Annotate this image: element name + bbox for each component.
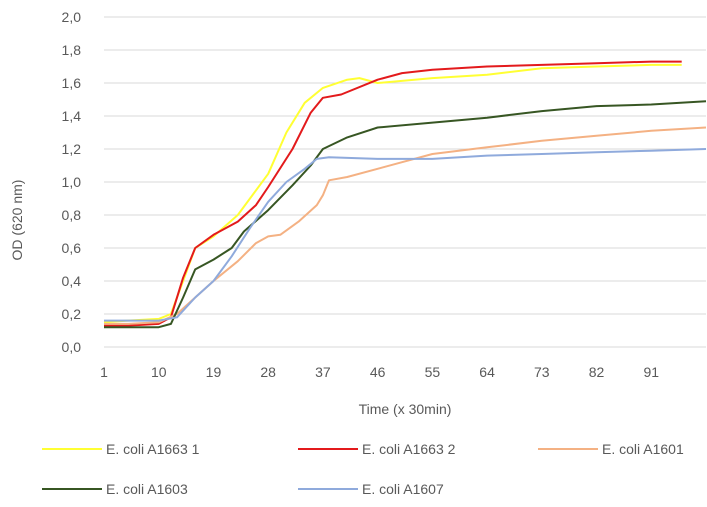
y-tick-label: 1,8 xyxy=(62,42,82,58)
y-axis-tick-labels: 0,0 0,2 0,4 0,6 0,8 1,0 1,2 1,4 1,6 1,8 2,0 xyxy=(62,9,82,355)
y-tick-label: 1,6 xyxy=(62,75,82,91)
x-tick-label: 1 xyxy=(100,364,108,380)
y-axis-label: OD (620 nm) xyxy=(9,180,25,261)
legend-item: E. coli A1663 2 xyxy=(298,441,456,457)
y-tick-label: 0,8 xyxy=(62,207,82,223)
y-tick-label: 0,0 xyxy=(62,339,82,355)
x-axis-tick-labels: 1 10 19 28 37 46 55 64 73 82 91 xyxy=(100,364,659,380)
x-tick-label: 37 xyxy=(315,364,331,380)
x-tick-label: 64 xyxy=(479,364,495,380)
y-tick-label: 0,2 xyxy=(62,306,82,322)
series-line-4 xyxy=(104,100,707,329)
y-tick-label: 0,6 xyxy=(62,240,82,256)
x-tick-label: 73 xyxy=(534,364,550,380)
legend-item: E. coli A1603 xyxy=(42,481,188,497)
y-tick-label: 0,4 xyxy=(62,273,82,289)
series-line-1 xyxy=(103,63,682,324)
legend-label: E. coli A1603 xyxy=(106,481,188,497)
series-line-3 xyxy=(104,126,707,325)
x-tick-label: 46 xyxy=(370,364,386,380)
series-line-2 xyxy=(104,60,682,327)
y-tick-label: 1,0 xyxy=(62,174,82,190)
legend-item: E. coli A1663 1 xyxy=(42,441,200,457)
series-lines xyxy=(103,60,707,329)
legend: E. coli A1663 1 E. coli A1663 2 E. coli A1… xyxy=(42,441,684,497)
y-tick-label: 2,0 xyxy=(62,9,82,25)
legend-label: E. coli A1607 xyxy=(362,481,444,497)
series-line-5 xyxy=(104,148,707,322)
y-tick-label: 1,2 xyxy=(62,141,82,157)
x-tick-label: 82 xyxy=(589,364,605,380)
x-tick-label: 55 xyxy=(425,364,441,380)
legend-label: E. coli A1601 xyxy=(602,441,684,457)
x-tick-label: 10 xyxy=(151,364,167,380)
y-tick-label: 1,4 xyxy=(62,108,82,124)
legend-item: E. coli A1607 xyxy=(298,481,444,497)
legend-item: E. coli A1601 xyxy=(538,441,684,457)
legend-label: E. coli A1663 2 xyxy=(362,441,456,457)
x-tick-label: 91 xyxy=(643,364,659,380)
legend-label: E. coli A1663 1 xyxy=(106,441,200,457)
x-tick-label: 28 xyxy=(260,364,276,380)
gridlines xyxy=(104,16,706,348)
x-axis-label: Time (x 30min) xyxy=(359,401,452,417)
x-tick-label: 19 xyxy=(206,364,222,380)
